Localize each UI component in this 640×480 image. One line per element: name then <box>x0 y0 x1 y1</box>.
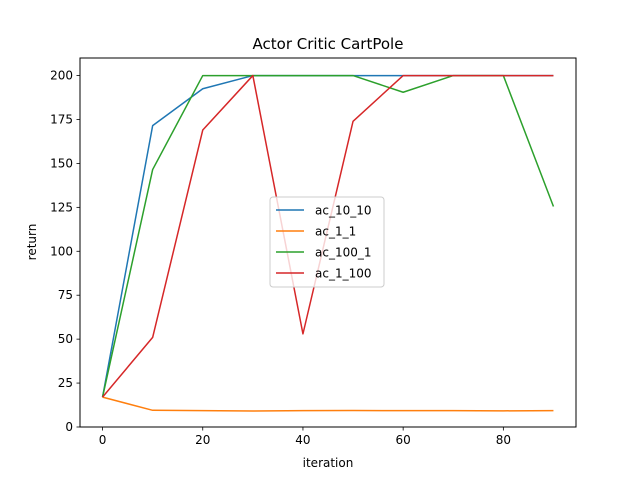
x-tick-label: 20 <box>195 433 210 447</box>
legend-label-ac_1_100: ac_1_100 <box>315 267 372 281</box>
legend-label-ac_100_1: ac_100_1 <box>315 246 372 260</box>
y-tick-label: 200 <box>50 69 73 83</box>
legend-label-ac_10_10: ac_10_10 <box>315 204 372 218</box>
x-tick-label: 60 <box>396 433 411 447</box>
y-tick-label: 25 <box>58 376 73 390</box>
x-axis-label: iteration <box>303 456 354 470</box>
series-line-ac_1_1 <box>102 396 554 412</box>
x-tick-label: 80 <box>496 433 511 447</box>
y-tick-label: 75 <box>58 288 73 302</box>
plot-frame <box>79 57 577 428</box>
legend-box <box>269 196 385 288</box>
x-tick-label: 40 <box>295 433 310 447</box>
x-tick-label: 0 <box>99 433 107 447</box>
x-axis-ticks: 0 20 40 60 80 <box>99 427 511 447</box>
y-axis-label: return <box>25 224 39 261</box>
y-tick-label: 100 <box>50 244 73 258</box>
legend: ac_10_10 ac_1_1 ac_100_1 ac_1_100 <box>269 196 385 288</box>
y-tick-label: 175 <box>50 113 73 127</box>
y-tick-label: 50 <box>58 332 73 346</box>
legend-label-ac_1_1: ac_1_1 <box>315 225 356 239</box>
y-axis-ticks: 0 25 50 75 100 125 150 175 200 <box>50 69 80 434</box>
y-tick-label: 125 <box>50 200 73 214</box>
y-tick-label: 0 <box>65 420 73 434</box>
y-tick-label: 150 <box>50 156 73 170</box>
chart-title: Actor Critic CartPole <box>253 35 404 53</box>
